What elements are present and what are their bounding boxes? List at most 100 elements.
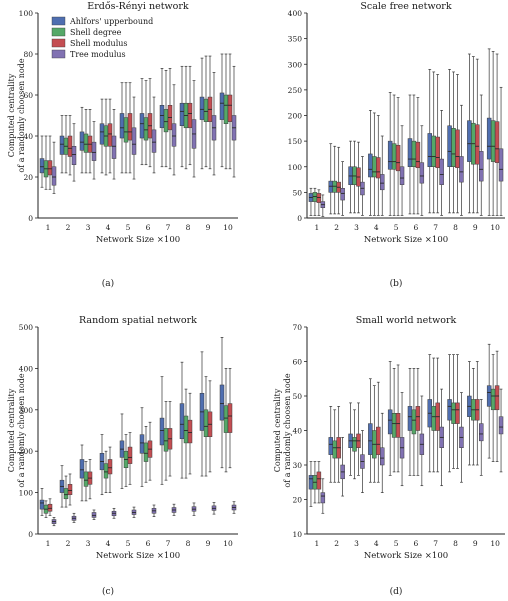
box-shell-modulus-6 bbox=[147, 421, 153, 481]
box-body bbox=[179, 102, 185, 126]
box-body bbox=[391, 143, 397, 170]
box-ahlfors-upperbound-5 bbox=[387, 361, 393, 476]
box-ahlfors-upperbound-5 bbox=[119, 82, 125, 174]
box-body bbox=[486, 117, 492, 160]
box-shell-degree-4 bbox=[103, 450, 109, 493]
box-body bbox=[316, 471, 322, 490]
box-body bbox=[407, 406, 413, 431]
box-tree-modulus-2 bbox=[340, 437, 345, 497]
box-body bbox=[223, 94, 229, 124]
box-shell-modulus-8 bbox=[455, 74, 460, 214]
box-ahlfors-upperbound-2 bbox=[328, 406, 333, 483]
box-body bbox=[67, 484, 73, 495]
box-shell-degree-1 bbox=[43, 500, 49, 518]
box-body bbox=[368, 423, 373, 455]
x-tick-label: 7 bbox=[433, 539, 438, 548]
box-body bbox=[431, 406, 436, 431]
y-tick-label: 60 bbox=[292, 358, 302, 367]
box-body bbox=[203, 409, 209, 437]
x-tick-label: 8 bbox=[186, 223, 191, 232]
box-ahlfors-upperbound-10 bbox=[486, 343, 492, 459]
x-tick-label: 9 bbox=[473, 539, 478, 548]
box-body bbox=[119, 113, 125, 139]
chart-panel-1: 0 20 40 60 80 100 1 2 3 4 5 6 7 8 9 10 Erdős-Rényi netwo… bbox=[7, 1, 238, 289]
box-body bbox=[411, 409, 417, 435]
box-body bbox=[387, 409, 393, 435]
box-body bbox=[447, 399, 452, 421]
box-shell-degree-9 bbox=[203, 376, 209, 477]
box-shell-modulus-10 bbox=[494, 53, 500, 216]
x-tick-label: 3 bbox=[86, 223, 91, 232]
box-shell-modulus-3 bbox=[87, 459, 93, 500]
box-body bbox=[39, 158, 45, 174]
box-ahlfors-upperbound-3 bbox=[348, 402, 353, 476]
box-body bbox=[455, 129, 460, 169]
box-tree-modulus-8 bbox=[191, 80, 197, 178]
x-tick-label: 8 bbox=[186, 539, 191, 548]
box-shell-degree-7 bbox=[431, 71, 436, 214]
box-shell-modulus-9 bbox=[207, 55, 213, 170]
box-body bbox=[340, 188, 345, 201]
box-shell-degree-6 bbox=[411, 368, 417, 476]
x-tick-label: 4 bbox=[106, 539, 111, 548]
y-axis-label-line-1: Computed centrality bbox=[273, 388, 282, 472]
x-tick-label: 6 bbox=[414, 539, 419, 548]
box-tree-modulus-5 bbox=[399, 125, 405, 216]
y-tick-label: 200 bbox=[288, 112, 303, 121]
box-body bbox=[159, 105, 165, 129]
box-shell-modulus-3 bbox=[356, 402, 361, 476]
box-shell-degree-4 bbox=[372, 385, 377, 483]
box-shell-modulus-10 bbox=[227, 368, 233, 469]
box-body bbox=[368, 153, 373, 178]
y-tick-label: 200 bbox=[19, 447, 34, 456]
box-body bbox=[143, 117, 149, 141]
box-ahlfors-upperbound-3 bbox=[348, 140, 353, 214]
y-tick-label: 80 bbox=[23, 50, 33, 59]
box-shell-degree-4 bbox=[103, 98, 109, 176]
box-body bbox=[99, 123, 105, 145]
box-shell-degree-2 bbox=[63, 115, 69, 174]
box-body bbox=[123, 117, 129, 143]
box-tree-modulus-7 bbox=[439, 110, 444, 216]
chart-title: Scale free network bbox=[360, 1, 451, 12]
x-tick-label: 5 bbox=[394, 539, 399, 548]
x-axis-label: Network Size ×100 bbox=[96, 551, 180, 561]
y-axis-label-line-1: Computed centrality bbox=[7, 73, 16, 157]
legend-swatch bbox=[51, 38, 66, 48]
box-shell-degree-5 bbox=[123, 434, 129, 487]
box-shell-degree-7 bbox=[163, 401, 169, 481]
x-tick-label: 5 bbox=[126, 223, 131, 232]
box-shell-degree-2 bbox=[332, 409, 337, 483]
box-body bbox=[479, 423, 484, 442]
box-ahlfors-upperbound-8 bbox=[447, 69, 452, 214]
box-body bbox=[328, 437, 333, 455]
box-body bbox=[219, 92, 225, 120]
x-tick-label: 6 bbox=[146, 223, 151, 232]
box-ahlfors-upperbound-7 bbox=[427, 69, 432, 214]
box-body bbox=[376, 157, 381, 179]
box-shell-modulus-6 bbox=[415, 368, 421, 476]
box-body bbox=[139, 434, 145, 454]
box-body bbox=[494, 121, 500, 163]
box-shell-degree-2 bbox=[63, 475, 69, 508]
box-shell-degree-9 bbox=[203, 55, 209, 168]
box-ahlfors-upperbound-8 bbox=[179, 65, 185, 168]
y-tick-label: 350 bbox=[288, 35, 303, 44]
box-body bbox=[467, 120, 472, 162]
box-ahlfors-upperbound-6 bbox=[139, 78, 145, 166]
box-body bbox=[447, 125, 452, 167]
box-body bbox=[127, 446, 133, 464]
x-tick-label: 9 bbox=[473, 223, 478, 232]
y-tick-label: 50 bbox=[292, 392, 302, 401]
box-shell-degree-1 bbox=[312, 187, 318, 216]
box-body bbox=[320, 492, 326, 504]
box-tree-modulus-10 bbox=[231, 65, 237, 178]
box-tree-modulus-7 bbox=[439, 388, 444, 487]
y-tick-label: 0 bbox=[297, 214, 302, 223]
x-tick-label: 1 bbox=[46, 223, 51, 232]
box-shell-modulus-5 bbox=[127, 82, 133, 174]
chart-panel-4: 10 20 30 40 50 60 70 1 2 3 4 5 6 7 8 9 10 Small world net… bbox=[273, 315, 505, 597]
box-shell-modulus-7 bbox=[167, 67, 173, 170]
box-body bbox=[107, 459, 113, 475]
